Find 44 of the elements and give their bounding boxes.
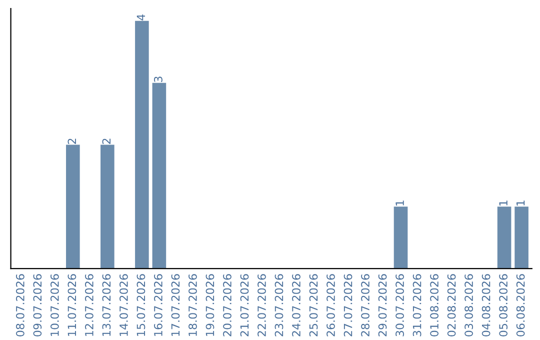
data-label: 1 xyxy=(499,200,508,206)
x-tick-label: 09.07.2026 xyxy=(33,274,42,336)
bar xyxy=(514,206,528,269)
x-tick-label: 08.07.2026 xyxy=(16,274,24,336)
x-tick-label: 19.07.2026 xyxy=(206,274,214,336)
x-tick-label: 02.08.2026 xyxy=(447,274,456,336)
x-tick-label: 03.08.2026 xyxy=(464,274,474,336)
x-tick-label: 29.07.2026 xyxy=(378,274,387,336)
x-tick-label: 05.08.2026 xyxy=(499,274,508,336)
x-tick-label: 22.07.2026 xyxy=(258,274,266,336)
data-label: 1 xyxy=(396,200,404,206)
x-tick-label: 16.07.2026 xyxy=(154,274,162,336)
x-tick-label: 04.08.2026 xyxy=(482,274,490,336)
x-tick-label: 28.07.2026 xyxy=(361,274,370,336)
x-tick-label: 21.07.2026 xyxy=(240,274,249,336)
x-tick-label: 30.07.2026 xyxy=(396,274,404,336)
bar xyxy=(394,206,408,269)
bar xyxy=(66,144,80,269)
x-tick-label: 24.07.2026 xyxy=(292,274,300,336)
x-tick-label: 26.07.2026 xyxy=(326,274,335,336)
x-tick-label: 18.07.2026 xyxy=(188,274,197,336)
bar xyxy=(497,206,512,269)
x-tick-label: 31.07.2026 xyxy=(412,274,422,336)
data-label: 3 xyxy=(154,76,162,82)
bar xyxy=(135,20,149,269)
x-tick-label: 14.07.2026 xyxy=(120,274,128,336)
bar xyxy=(152,82,166,269)
x-tick-label: 13.07.2026 xyxy=(102,274,111,336)
data-label: 1 xyxy=(516,200,525,206)
x-tick-label: 01.08.2026 xyxy=(430,274,438,336)
x-tick-label: 25.07.2026 xyxy=(309,274,318,336)
data-label: 4 xyxy=(136,14,146,20)
x-tick-label: 23.07.2026 xyxy=(274,274,284,336)
x-tick-label: 10.07.2026 xyxy=(50,274,59,336)
x-tick-label: 06.08.2026 xyxy=(516,274,525,336)
x-tick-label: 27.07.2026 xyxy=(344,274,352,336)
x-tick-label: 12.07.2026 xyxy=(84,274,94,336)
x-tick-label: 15.07.2026 xyxy=(136,274,146,336)
x-tick-label: 20.07.2026 xyxy=(223,274,232,336)
x-tick-label: 11.07.2026 xyxy=(68,274,76,336)
x-tick-label: 17.07.2026 xyxy=(171,274,180,336)
bar xyxy=(100,144,114,269)
data-label: 2 xyxy=(102,138,110,144)
data-label: 2 xyxy=(68,138,76,144)
